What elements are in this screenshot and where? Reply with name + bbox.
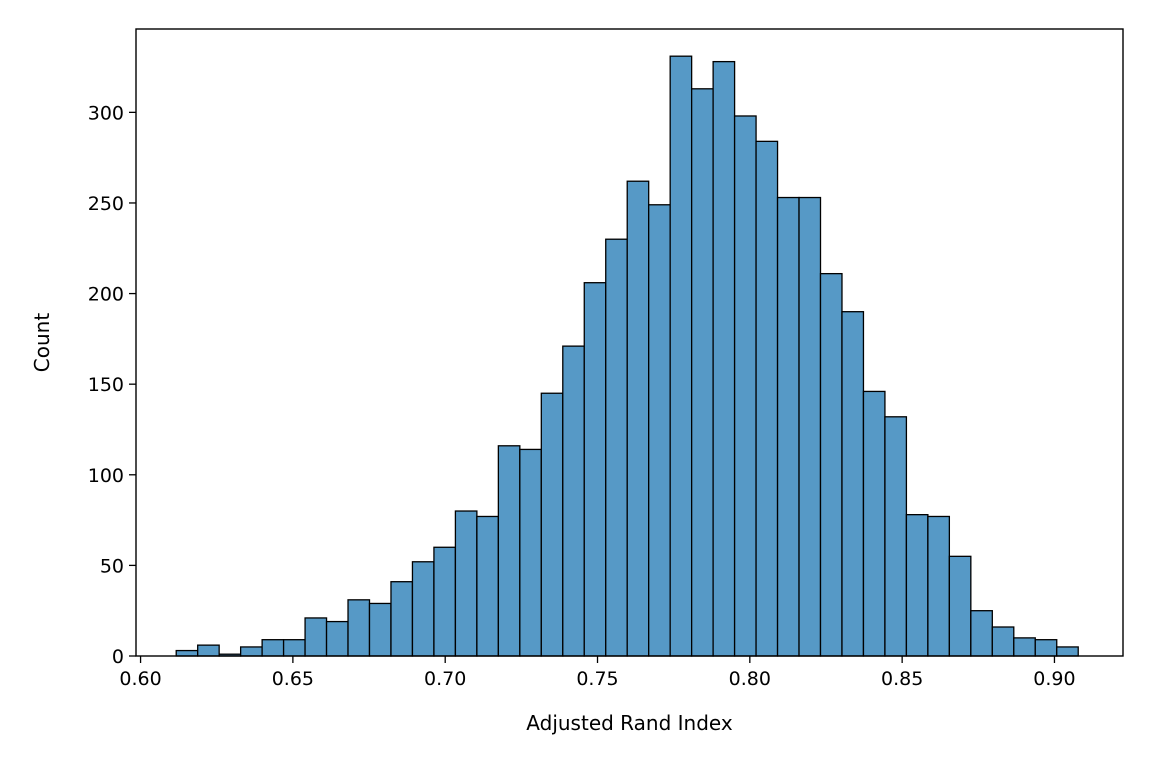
histogram-bar (583, 282, 607, 657)
histogram-bar (562, 345, 585, 657)
y-tick-label: 150 (88, 374, 124, 396)
histogram-bar (991, 626, 1015, 657)
histogram-bar (411, 561, 435, 657)
histogram-bar (798, 196, 822, 657)
histogram-bar (776, 196, 800, 657)
histogram-bar (347, 599, 371, 657)
histogram-bar (712, 60, 736, 657)
histogram-bar (648, 204, 671, 657)
histogram-bar (669, 55, 693, 657)
histogram-bar (862, 390, 886, 657)
x-tick-label: 0.85 (881, 668, 923, 690)
histogram-bars (175, 55, 1079, 657)
histogram-bar (454, 510, 478, 657)
histogram-bar (970, 610, 993, 657)
histogram-bar (497, 445, 521, 657)
y-axis-ticks: 0 50 100 150 200 250 300 (88, 102, 136, 668)
x-axis-label: Adjusted Rand Index (526, 711, 733, 735)
histogram-bar (733, 115, 757, 657)
histogram-bar (605, 238, 628, 657)
histogram-bar (841, 311, 865, 657)
x-tick-label: 0.60 (119, 668, 161, 690)
histogram-bar (197, 644, 220, 657)
y-tick-label: 250 (88, 193, 124, 215)
y-tick-label: 0 (112, 646, 124, 668)
plot-area-frame (135, 28, 1124, 657)
histogram-bar (540, 392, 564, 657)
histogram-bar (755, 140, 779, 657)
x-tick-label: 0.75 (576, 668, 618, 690)
histogram-bar (1034, 639, 1058, 657)
histogram-bar (368, 602, 392, 657)
histogram-bar (282, 639, 306, 657)
histogram-bar (819, 272, 843, 657)
y-tick-label: 300 (88, 102, 124, 124)
histogram-bar (1056, 646, 1079, 657)
x-axis-ticks: 0.60 0.65 0.70 0.75 0.80 0.85 0.90 (119, 656, 1076, 690)
x-tick-label: 0.80 (729, 668, 771, 690)
histogram-bar (390, 581, 414, 657)
histogram-bar (175, 649, 199, 657)
histogram-bar (239, 646, 263, 657)
histogram-bar (519, 448, 542, 657)
histogram-bar (690, 88, 714, 657)
histogram-bar (325, 620, 349, 657)
x-tick-label: 0.70 (424, 668, 466, 690)
histogram-bar (626, 180, 650, 657)
histogram-bar (304, 617, 328, 657)
y-tick-label: 100 (88, 465, 124, 487)
histogram-bar (261, 639, 285, 657)
y-axis-label: Count (30, 313, 54, 373)
histogram-bar (1013, 637, 1036, 657)
histogram-bar (948, 555, 972, 657)
histogram-bar (927, 515, 951, 657)
x-tick-label: 0.90 (1033, 668, 1075, 690)
histogram-bar (433, 546, 457, 657)
histogram-bar (476, 515, 500, 657)
x-tick-label: 0.65 (272, 668, 314, 690)
y-tick-label: 50 (100, 555, 124, 577)
y-tick-label: 200 (88, 284, 124, 306)
histogram-bar (905, 514, 929, 657)
histogram-bar (884, 416, 908, 657)
